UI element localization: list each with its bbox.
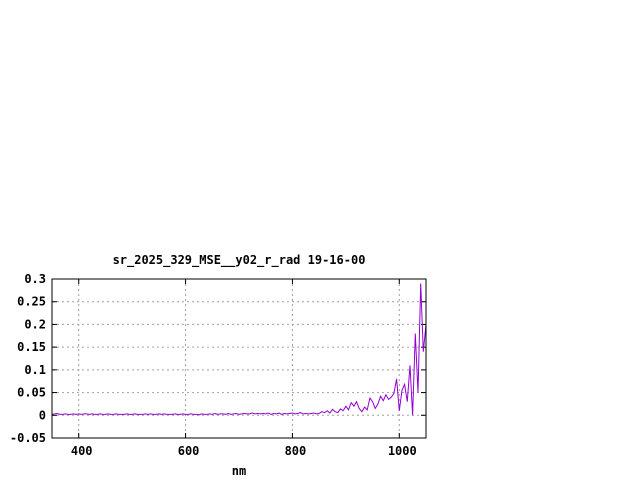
y-tick-label: 0.3 [24,272,46,286]
y-tick-label: -0.05 [10,431,46,445]
x-tick-label: 1000 [388,444,417,458]
plot-border [51,278,427,439]
x-tick-label: 600 [178,444,200,458]
y-tick-label: 0.15 [17,340,46,354]
series-line [51,283,427,416]
x-tick-label: 400 [71,444,93,458]
y-tick-label: 0.2 [24,317,46,331]
grid [52,279,426,438]
y-tick-label: 0.05 [17,386,46,400]
y-tick-label: 0.1 [24,363,46,377]
y-tick-label: 0.25 [17,295,46,309]
x-axis: 400 600 800 1000 [71,279,417,458]
chart-title: sr_2025_329_MSE__y02_r_rad 19-16-00 [113,253,366,268]
x-tick-label: 800 [285,444,307,458]
y-axis: -0.05 0 0.05 0.1 0.15 0.2 0.25 0.3 [10,272,426,445]
y-tick-label: 0 [39,408,46,422]
x-axis-label: nm [232,464,246,478]
